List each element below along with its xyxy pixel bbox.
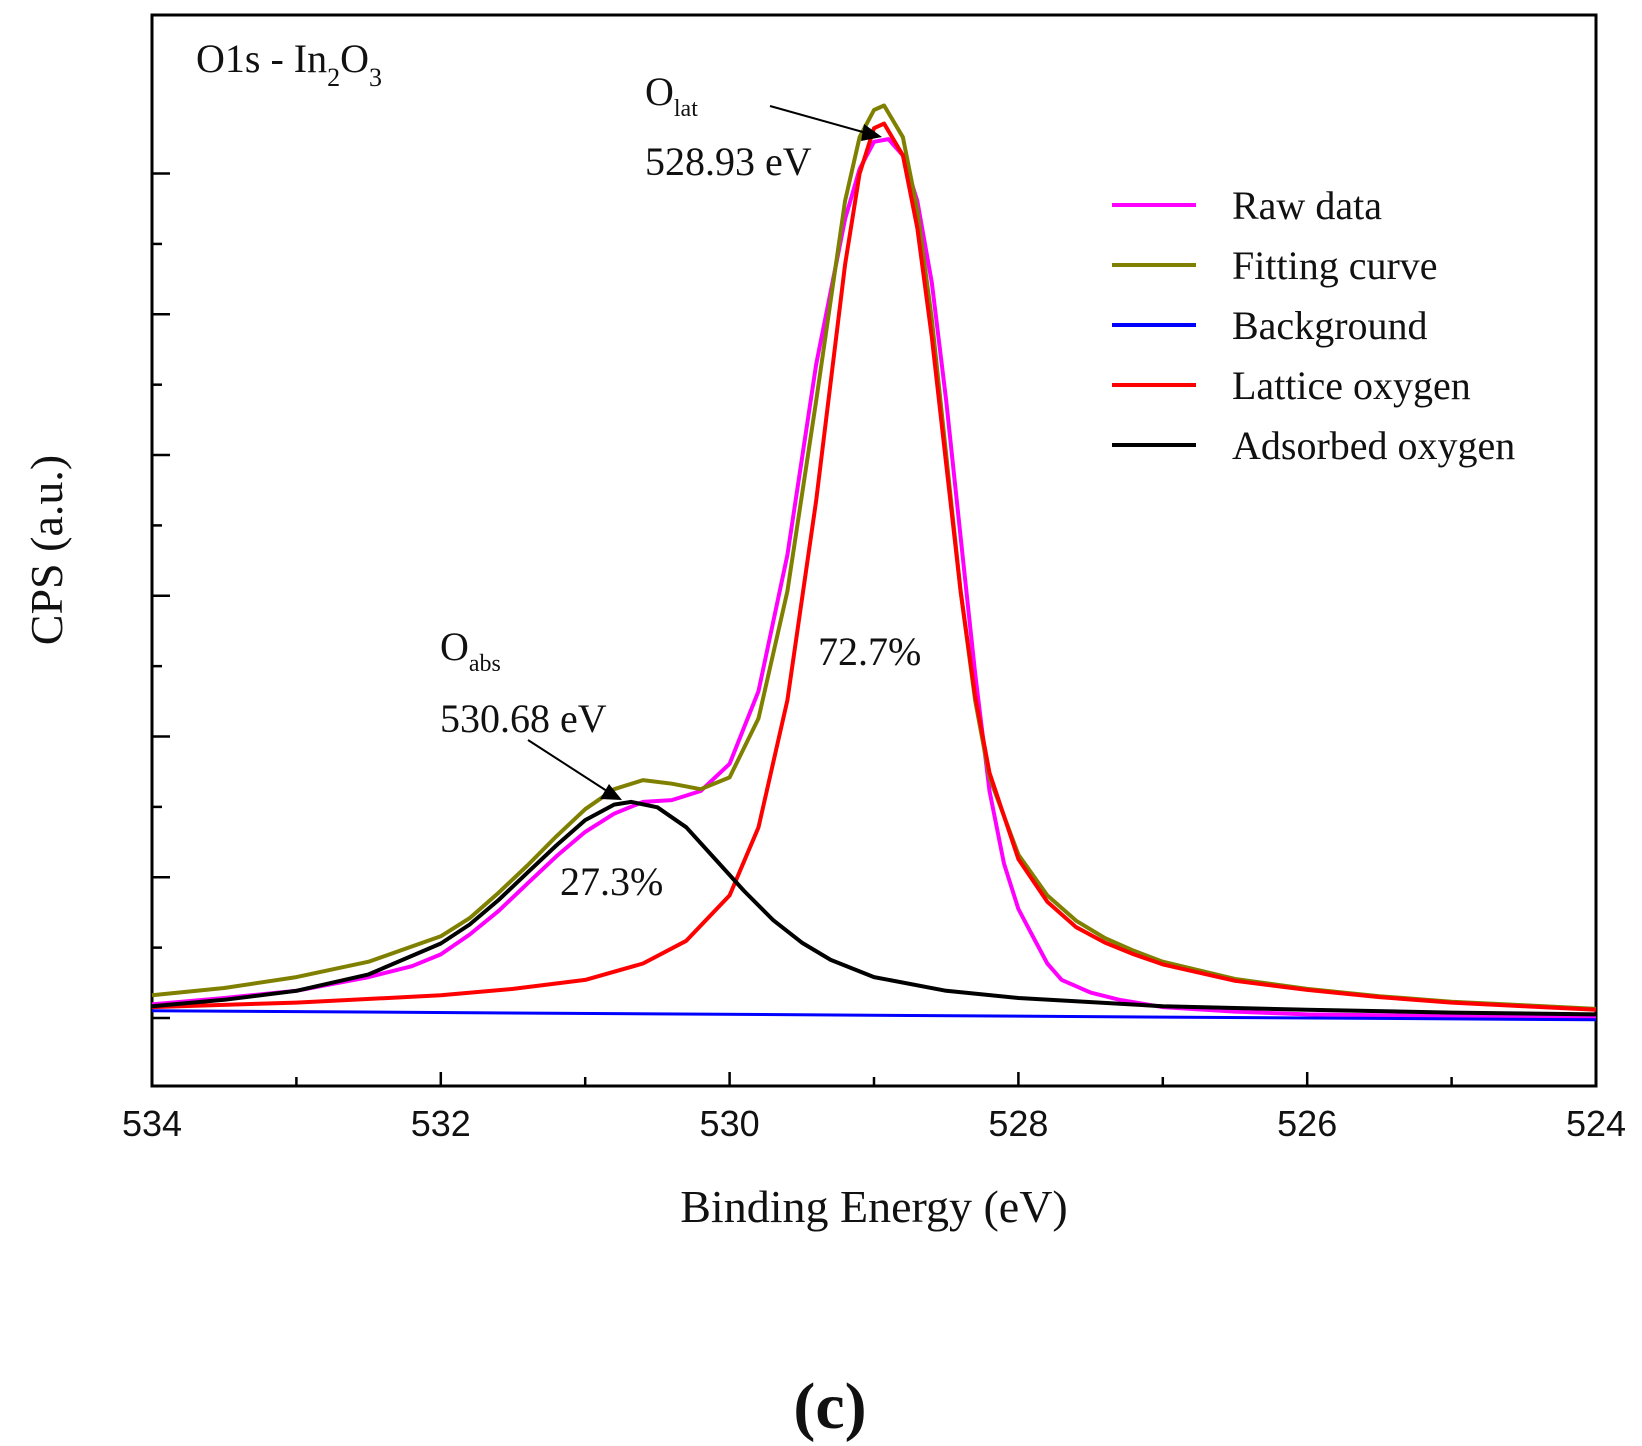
- adsorbed-peak-label: Oabs: [440, 624, 501, 677]
- x-tick-label: 528: [988, 1103, 1048, 1144]
- y-axis-title: CPS (a.u.): [21, 455, 72, 645]
- adsorbed-area-label: 27.3%: [560, 859, 663, 904]
- x-tick-label: 534: [122, 1103, 182, 1144]
- series-line-fitting-curve: [151, 103, 1597, 1011]
- chart-title: O1s - In2O3: [196, 36, 382, 92]
- legend-label: Background: [1232, 303, 1428, 348]
- series-line-adsorbed-oxygen: [151, 799, 1597, 1017]
- lattice-peak-arrow: [769, 105, 882, 141]
- panel-label: (c): [793, 1370, 866, 1443]
- legend-label: Lattice oxygen: [1232, 363, 1471, 408]
- series-line-background: [151, 1009, 1597, 1022]
- plot-frame: [150, 13, 1598, 1088]
- legend-label: Adsorbed oxygen: [1232, 423, 1515, 468]
- x-axis-ticks: [150, 1072, 1598, 1086]
- legend: Raw data Fitting curve Background Lattice o…: [1112, 183, 1515, 468]
- x-tick-label: 530: [700, 1103, 760, 1144]
- series-line-lattice-oxygen: [151, 121, 1597, 1012]
- legend-label: Fitting curve: [1232, 243, 1438, 288]
- x-tick-label: 524: [1566, 1103, 1626, 1144]
- series-line-raw-data: [151, 137, 1597, 1020]
- lattice-peak-energy: 528.93 eV: [645, 139, 812, 184]
- adsorbed-peak-arrow: [527, 739, 622, 800]
- legend-label: Raw data: [1232, 183, 1382, 228]
- x-axis-tick-labels: 534 532 530 528 526 524: [122, 1103, 1626, 1144]
- lattice-peak-label: Olat: [645, 69, 698, 122]
- lattice-area-label: 72.7%: [818, 629, 921, 674]
- x-axis-title: Binding Energy (eV): [680, 1181, 1068, 1232]
- x-tick-label: 526: [1277, 1103, 1337, 1144]
- x-tick-label: 532: [411, 1103, 471, 1144]
- series-layer: [151, 103, 1597, 1022]
- adsorbed-peak-energy: 530.68 eV: [440, 696, 607, 741]
- y-axis-ticks: [152, 172, 170, 1020]
